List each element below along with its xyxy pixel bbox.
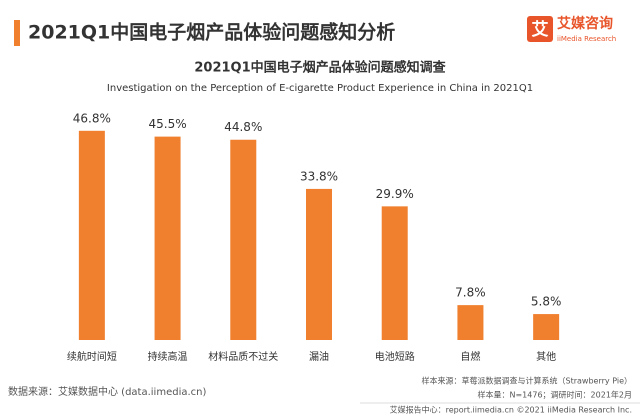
bar — [457, 305, 484, 340]
sample-source: 样本来源：草莓派数据调查与计算系统（Strawberry Pie） — [422, 376, 632, 386]
value-label: 44.8% — [224, 120, 262, 134]
x-tick-label: 漏油 — [309, 350, 329, 363]
x-tick-label: 材料品质不过关 — [208, 350, 278, 363]
logo-name: 艾媒咨询 — [557, 15, 613, 32]
bar — [533, 314, 560, 340]
x-tick-label: 自燃 — [460, 350, 480, 363]
bar — [78, 130, 105, 340]
bar — [230, 139, 257, 340]
x-tick-label: 电池短路 — [375, 350, 415, 363]
logo-box — [527, 16, 553, 42]
x-tick-label: 持续高温 — [148, 350, 188, 363]
bar — [306, 188, 332, 340]
value-label: 5.8% — [531, 295, 562, 309]
page-title: 2021Q1中国电子烟产品体验问题感知分析 — [28, 21, 395, 44]
value-label: 7.8% — [455, 286, 486, 300]
chart-title: 2021Q1中国电子烟产品体验问题感知调查 — [194, 60, 446, 76]
source: 数据来源：艾媒数据中心 (data.iimedia.cn) — [8, 385, 207, 398]
value-label: 33.8% — [300, 169, 338, 183]
x-tick-label: 续航时间短 — [67, 350, 117, 363]
copyright: 艾媒报告中心：report.iimedia.cn ©2021 iiMedia R… — [390, 405, 632, 415]
bar — [154, 136, 181, 340]
bar — [381, 206, 408, 340]
x-tick-label: 其他 — [536, 350, 556, 363]
logo-sub: iiMedia Research — [557, 35, 616, 43]
logo-icon: 艾 — [532, 19, 549, 40]
sample-size: 样本量：N=1476；调研时间：2021年2月 — [478, 390, 633, 400]
chart-subtitle: Investigation on the Perception of E-cig… — [107, 83, 533, 94]
value-label: 46.8% — [73, 111, 111, 125]
title-accent — [14, 20, 20, 46]
value-label: 45.5% — [149, 117, 187, 131]
value-label: 29.9% — [376, 187, 414, 201]
